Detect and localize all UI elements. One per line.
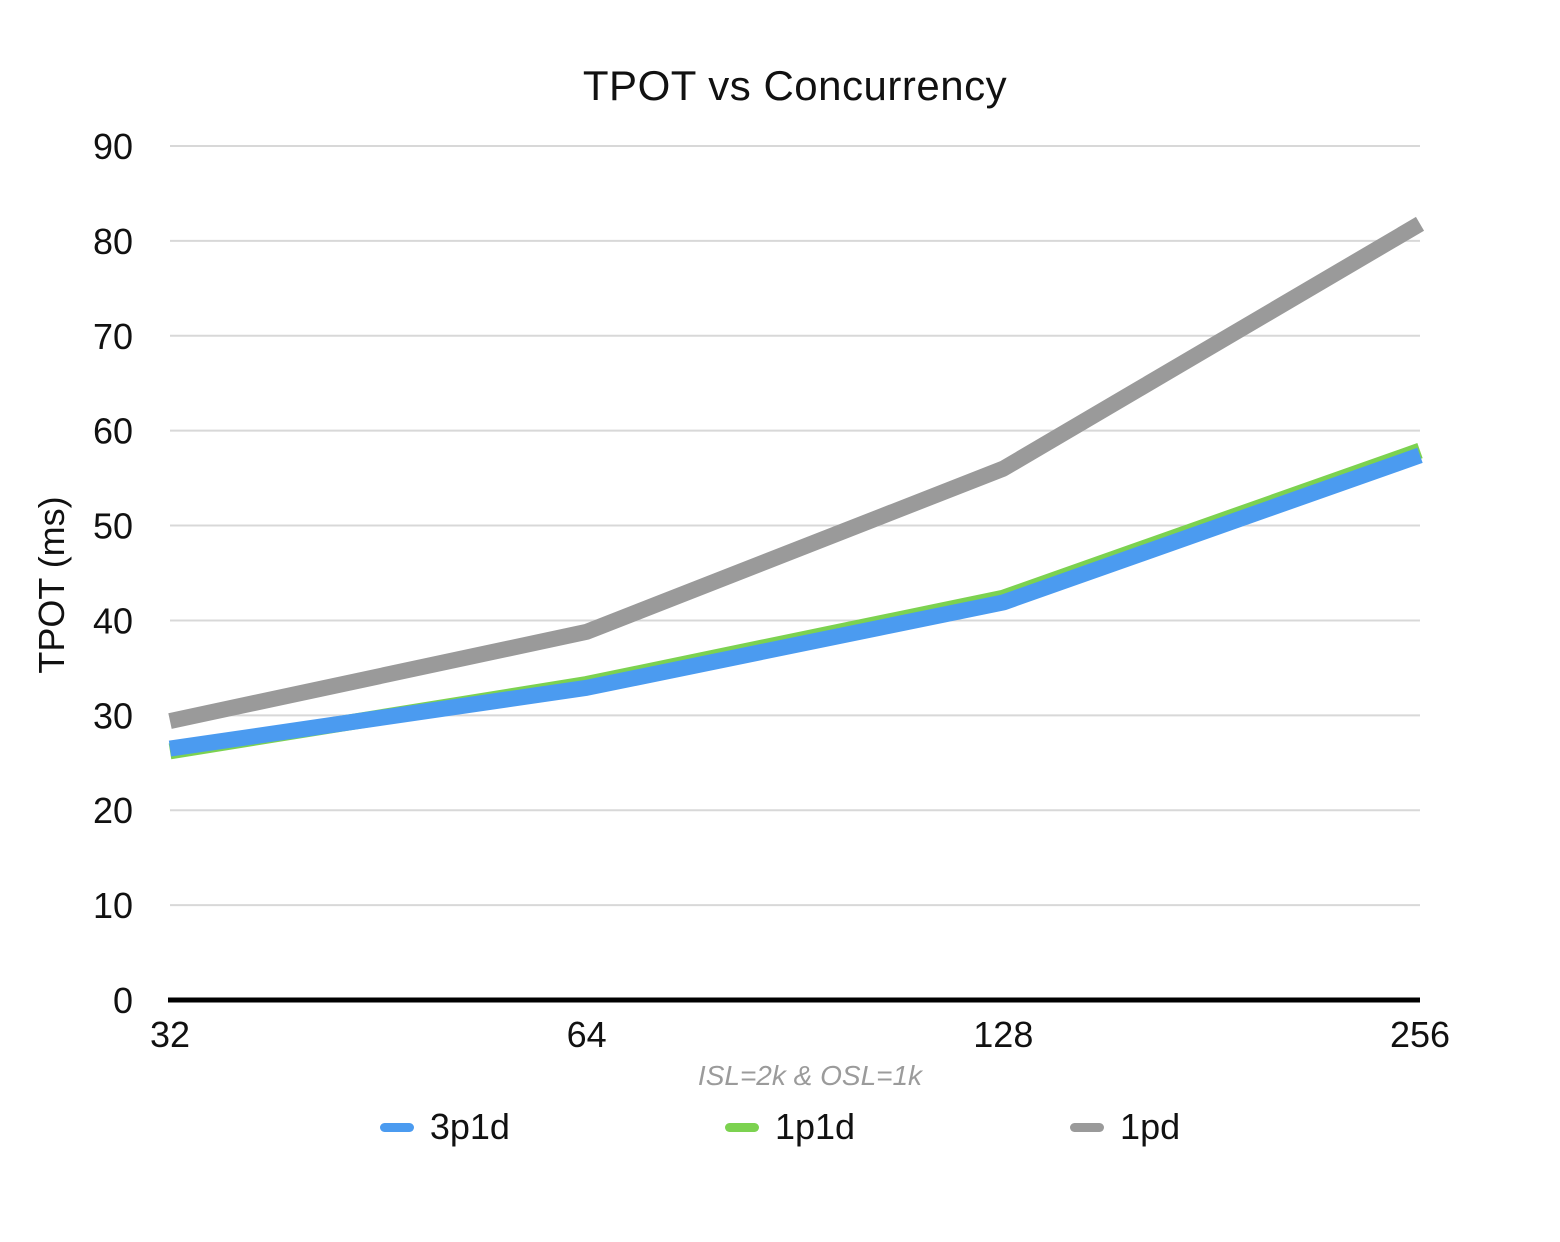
y-tick-label: 90 [93,126,133,167]
series-line-1pd [168,216,1425,729]
y-tick-label: 70 [93,316,133,357]
legend-label: 1p1d [774,1106,856,1147]
legend-label: 3p1d [429,1106,510,1147]
legend-item-1p1d: 1p1d [724,1106,856,1148]
x-tick-label: 32 [150,1014,190,1055]
legend-item-1pd: 1pd [1070,1106,1180,1148]
legend-swatch-1pd [1070,1122,1105,1132]
x-tick-label: 256 [1390,1014,1450,1055]
x-axis-subtitle: ISL=2k & OSL=1k [697,1060,923,1091]
x-tick-label: 64 [567,1014,607,1055]
y-tick-label: 20 [93,790,133,831]
y-tick-label: 80 [93,221,133,262]
legend: 3p1d 1p1d 1pd [0,1106,1560,1148]
y-tick-label: 10 [93,885,133,926]
legend-label: 1pd [1120,1106,1181,1147]
y-tick-label: 50 [93,506,133,547]
legend-item-3p1d: 3p1d [379,1106,510,1148]
x-tick-label: 128 [973,1014,1033,1055]
series-line-3p1d [168,447,1423,757]
y-tick-label: 30 [93,695,133,736]
y-tick-label: 60 [93,411,133,452]
y-tick-label: 40 [93,600,133,641]
legend-swatch-3p1d [379,1122,414,1132]
y-tick-label: 0 [113,980,133,1021]
series-line-1p1d [168,443,1423,760]
chart-title: TPOT vs Concurrency [582,62,1008,109]
legend-swatch-1p1d [724,1122,759,1132]
